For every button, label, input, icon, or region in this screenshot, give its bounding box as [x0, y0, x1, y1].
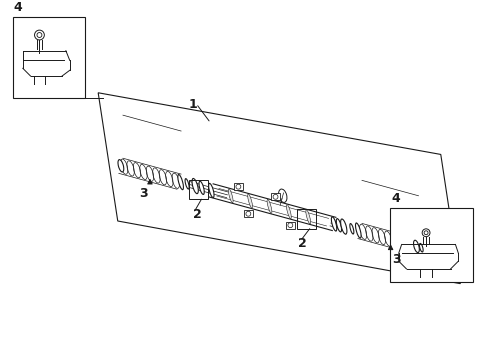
- Circle shape: [34, 30, 44, 40]
- Bar: [13, 17, 85, 98]
- Bar: [297, 209, 317, 229]
- Text: 4: 4: [13, 1, 22, 14]
- Ellipse shape: [356, 223, 361, 238]
- Ellipse shape: [341, 219, 347, 234]
- Bar: [189, 180, 208, 199]
- Bar: [390, 208, 473, 282]
- FancyBboxPatch shape: [234, 183, 243, 190]
- Ellipse shape: [247, 194, 252, 208]
- Text: 3: 3: [392, 253, 401, 266]
- Text: 1: 1: [188, 98, 197, 111]
- Ellipse shape: [419, 243, 423, 252]
- Ellipse shape: [414, 240, 419, 253]
- Text: 3: 3: [139, 188, 148, 201]
- Ellipse shape: [209, 183, 214, 198]
- Ellipse shape: [279, 189, 287, 202]
- Ellipse shape: [306, 210, 311, 224]
- Ellipse shape: [228, 189, 233, 203]
- Ellipse shape: [185, 179, 189, 189]
- FancyBboxPatch shape: [286, 222, 295, 229]
- FancyBboxPatch shape: [271, 193, 280, 200]
- Text: 4: 4: [392, 192, 401, 205]
- Text: 2: 2: [193, 208, 202, 221]
- Ellipse shape: [199, 181, 204, 194]
- Ellipse shape: [331, 217, 337, 231]
- Ellipse shape: [350, 224, 354, 234]
- Circle shape: [422, 229, 430, 237]
- Ellipse shape: [178, 175, 183, 190]
- Ellipse shape: [267, 199, 272, 213]
- Ellipse shape: [336, 219, 342, 232]
- Ellipse shape: [287, 204, 291, 219]
- Text: 2: 2: [298, 237, 307, 250]
- Ellipse shape: [192, 179, 198, 194]
- Ellipse shape: [118, 159, 124, 172]
- FancyBboxPatch shape: [244, 210, 253, 217]
